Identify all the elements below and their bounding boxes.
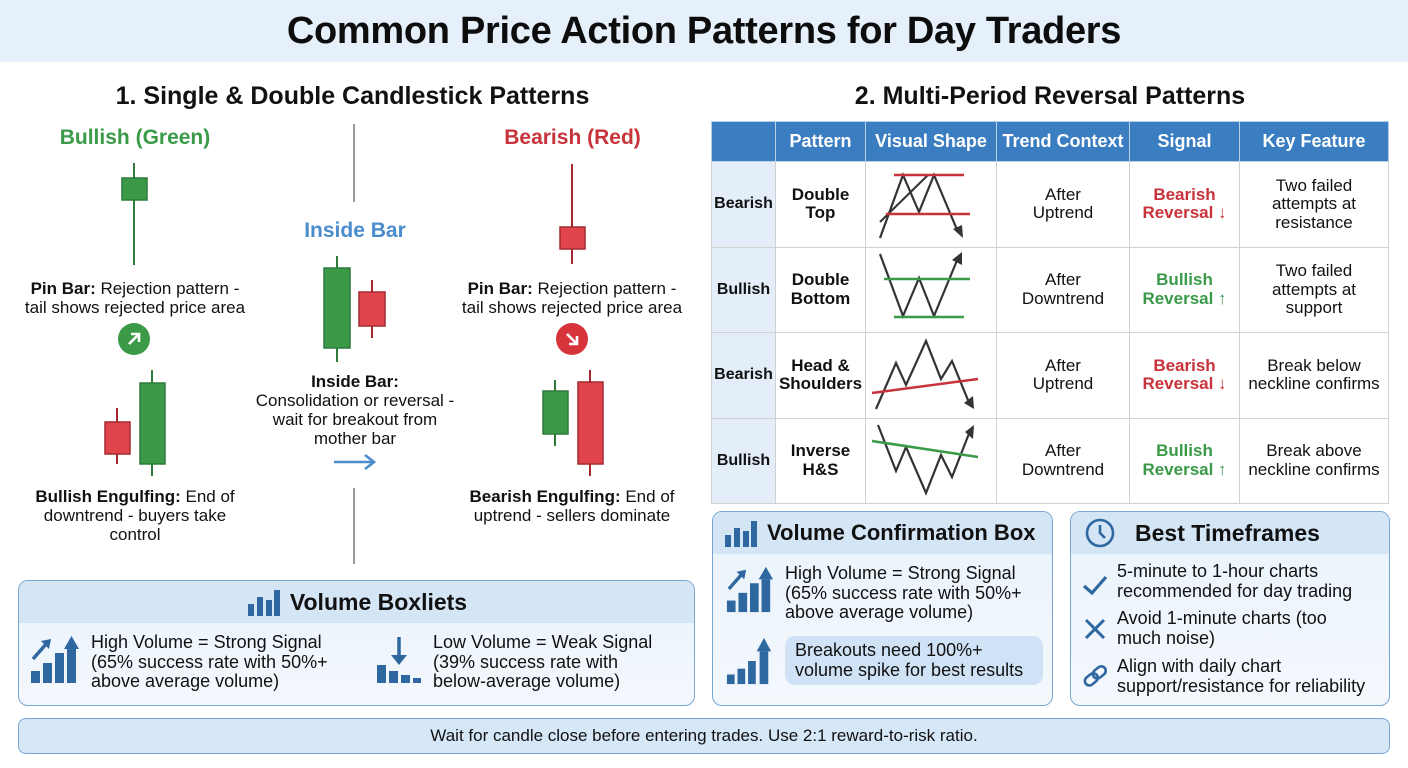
link-icon	[1083, 664, 1108, 687]
volume-boxlets-panel: Volume Boxliets High Volume = Strong Sig…	[18, 580, 695, 706]
bullish-pin-bar-candle	[121, 163, 148, 265]
timeframe-item: 5-minute to 1-hour charts recommended for…	[1081, 561, 1352, 602]
bearish-pin-bar-desc: Pin Bar: Rejection pattern - tail shows …	[461, 279, 683, 317]
divider-bottom	[353, 488, 355, 564]
volume-up-icon	[31, 636, 79, 683]
breakout-item: Breakouts need 100%+ volume spike for be…	[725, 636, 1043, 686]
arrow-up-right-icon	[118, 323, 150, 355]
head-shoulders-shape	[865, 332, 997, 419]
best-timeframes-panel: Best Timeframes 5-minute to 1-hour chart…	[1070, 511, 1390, 706]
volume-confirmation-title: Volume Confirmation Box	[767, 520, 1036, 545]
arrow-down-right-icon	[556, 323, 588, 355]
table-row: Bearish Double Top After Uptrend Bearish Re…	[711, 161, 1389, 248]
bearish-pin-bar-candle	[559, 164, 586, 264]
col-pattern: Pattern	[775, 121, 866, 162]
volume-boxlets-title: Volume Boxliets	[289, 588, 468, 615]
bearish-label: Bearish (Red)	[504, 126, 641, 149]
table-row: Bullish Inverse H&S After Downtrend Bullis…	[711, 417, 1389, 504]
best-timeframes-title: Best Timeframes	[1135, 519, 1320, 546]
header-bar: Common Price Action Patterns for Day Tra…	[0, 0, 1408, 62]
bar-chart-icon	[725, 521, 757, 547]
best-timeframes-header: Best Timeframes	[1071, 512, 1389, 554]
breakout-note: Breakouts need 100%+ volume spike for be…	[785, 636, 1043, 685]
page-title: Common Price Action Patterns for Day Tra…	[286, 9, 1122, 52]
col-key-feature: Key Feature	[1239, 121, 1389, 162]
double-top-shape	[865, 161, 997, 248]
low-volume-item: Low Volume = Weak Signal (39% success ra…	[375, 632, 652, 692]
inside-bar-desc: Inside Bar: Consolidation or reversal - …	[255, 372, 455, 448]
divider-top	[353, 124, 355, 202]
volume-spike-icon	[726, 637, 772, 685]
volume-down-icon	[377, 637, 421, 683]
table-row: Bullish Double Bottom After Downtrend Bull…	[711, 246, 1389, 333]
col-visual-shape: Visual Shape	[865, 121, 997, 162]
table-header-row: Pattern Visual Shape Trend Context Signa…	[711, 121, 1389, 162]
inverse-head-shoulders-shape	[865, 417, 997, 504]
bullish-label: Bullish (Green)	[59, 126, 211, 149]
col-signal: Signal	[1129, 121, 1240, 162]
x-icon	[1084, 618, 1106, 640]
bearish-engulfing-candles	[542, 370, 604, 476]
bullish-pin-bar-desc: Pin Bar: Rejection pattern - tail shows …	[24, 279, 246, 317]
double-bottom-shape	[865, 246, 997, 333]
bullish-engulfing-desc: Bullish Engulfing: End of downtrend - bu…	[35, 487, 235, 544]
check-icon	[1082, 575, 1108, 596]
inside-bar-label: Inside Bar	[304, 219, 406, 242]
table-row: Bearish Head & Shoulders After Uptrend Bea…	[711, 332, 1389, 419]
high-volume-item: High Volume = Strong Signal (65% success…	[725, 563, 1022, 623]
bar-chart-icon	[247, 590, 280, 616]
bullish-engulfing-candles	[104, 370, 166, 476]
high-volume-item: High Volume = Strong Signal (65% success…	[29, 632, 328, 692]
col-side	[711, 121, 776, 162]
reversal-patterns-table: Pattern Visual Shape Trend Context Signa…	[711, 121, 1389, 504]
bearish-engulfing-desc: Bearish Engulfing: End of uptrend - sell…	[469, 487, 675, 525]
inside-bar-candles	[323, 256, 386, 362]
timeframe-item: Align with daily chart support/resistance…	[1081, 656, 1365, 697]
clock-icon	[1085, 518, 1115, 548]
footer-tip-bar: Wait for candle close before entering tr…	[18, 718, 1390, 754]
section1-title: 1. Single & Double Candlestick Patterns	[115, 82, 590, 110]
volume-up-icon	[726, 566, 774, 613]
volume-boxlets-header: Volume Boxliets	[19, 581, 694, 623]
volume-confirmation-panel: Volume Confirmation Box High Volume = St…	[712, 511, 1053, 706]
arrow-right-icon	[334, 453, 377, 471]
col-trend-context: Trend Context	[996, 121, 1130, 162]
footer-tip-text: Wait for candle close before entering tr…	[430, 726, 978, 745]
volume-confirmation-header: Volume Confirmation Box	[713, 512, 1052, 554]
timeframe-item: Avoid 1-minute charts (too much noise)	[1081, 608, 1327, 649]
section2-title: 2. Multi-Period Reversal Patterns	[854, 82, 1246, 110]
